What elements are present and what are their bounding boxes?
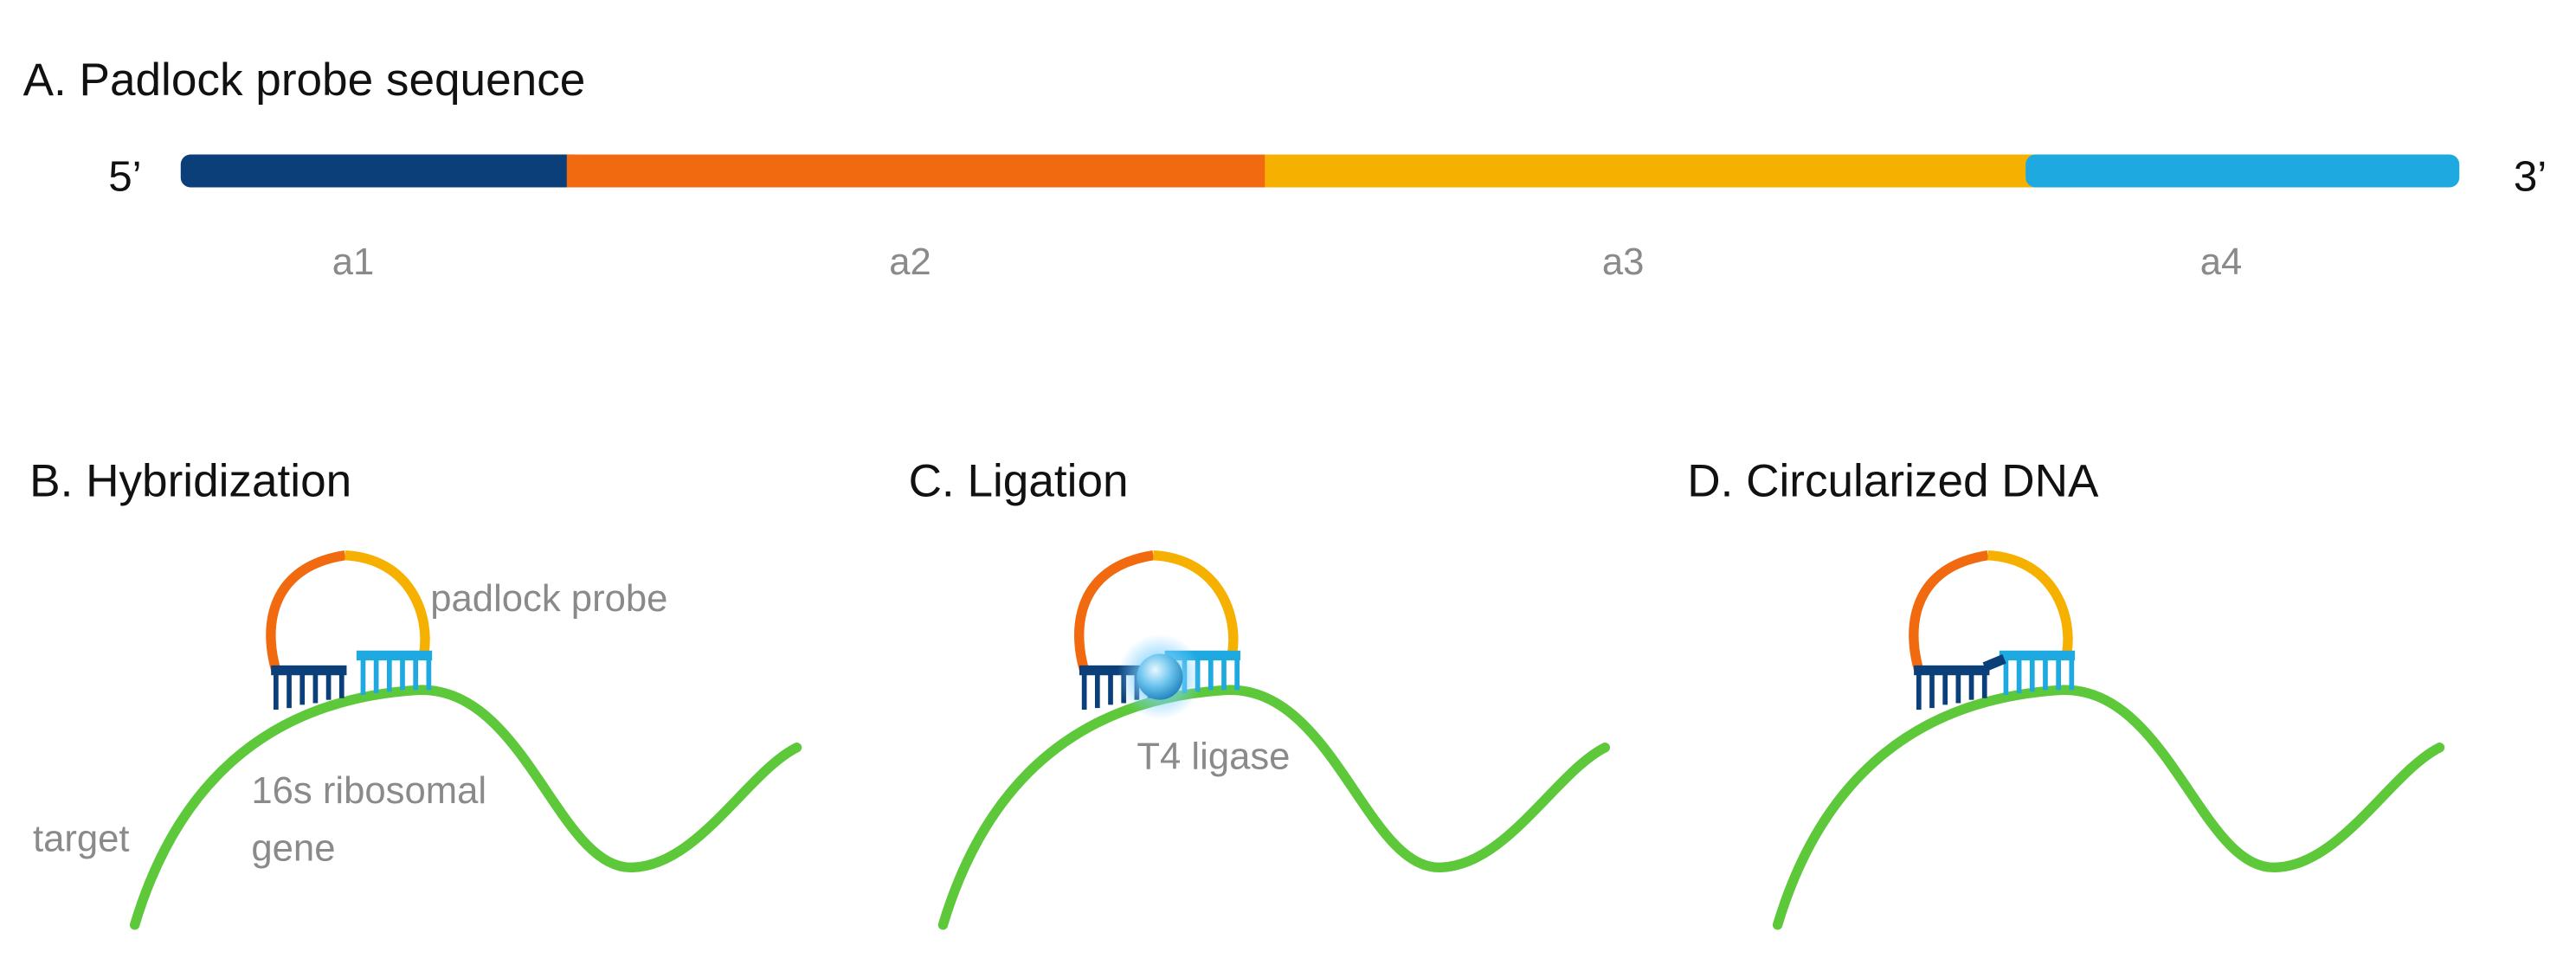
joined-end bbox=[1982, 653, 2006, 672]
panel-title: D. Circularized DNA bbox=[1687, 455, 2099, 506]
segment-label: a3 bbox=[1602, 241, 1645, 283]
panel-title: C. Ligation bbox=[909, 455, 1129, 506]
target-label: target bbox=[33, 817, 130, 859]
gene-label: 16s ribosomal bbox=[251, 769, 486, 812]
gene-label: gene bbox=[251, 827, 335, 870]
panel-title: B. Hybridization bbox=[29, 455, 351, 506]
circularized-scene bbox=[1778, 556, 2440, 925]
enzyme-label: T4 ligase bbox=[1137, 735, 1290, 777]
segment-label: a2 bbox=[889, 241, 931, 283]
ligase bbox=[1137, 653, 1183, 700]
end-label: 5’ bbox=[108, 152, 141, 200]
segment-label: a1 bbox=[332, 241, 375, 283]
probe-bar bbox=[180, 154, 2460, 188]
panel-title: A. Padlock probe sequence bbox=[23, 55, 586, 106]
segment-label: a4 bbox=[2200, 241, 2243, 283]
end-label: 3’ bbox=[2514, 152, 2547, 200]
probe-label: padlock probe bbox=[430, 577, 667, 620]
